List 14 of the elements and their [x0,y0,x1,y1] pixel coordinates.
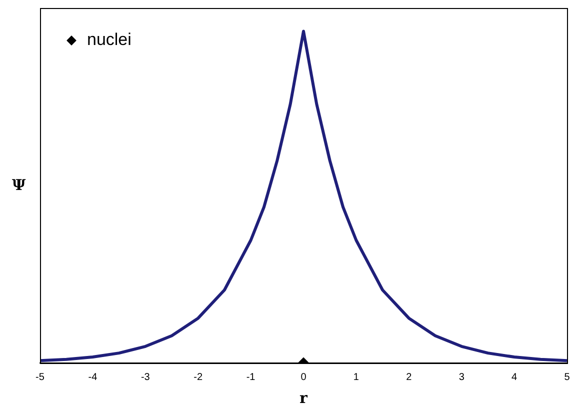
x-tick-label: 2 [406,372,412,383]
x-tick-label: 5 [564,372,570,383]
x-tick-label: -3 [140,372,150,383]
x-tick-label: -2 [194,372,203,383]
x-tick-label: 1 [353,372,360,383]
x-tick-label: -5 [36,372,45,383]
x-tick-label: 0 [300,372,307,383]
x-axis-title: r [300,388,309,407]
x-tick-label: 4 [512,372,518,383]
legend-label: nuclei [87,30,132,50]
x-tick-label: -4 [88,372,98,383]
x-tick-label: -1 [246,372,256,383]
x-tick-label: 3 [458,372,465,383]
y-axis-title: Ψ [12,176,26,194]
